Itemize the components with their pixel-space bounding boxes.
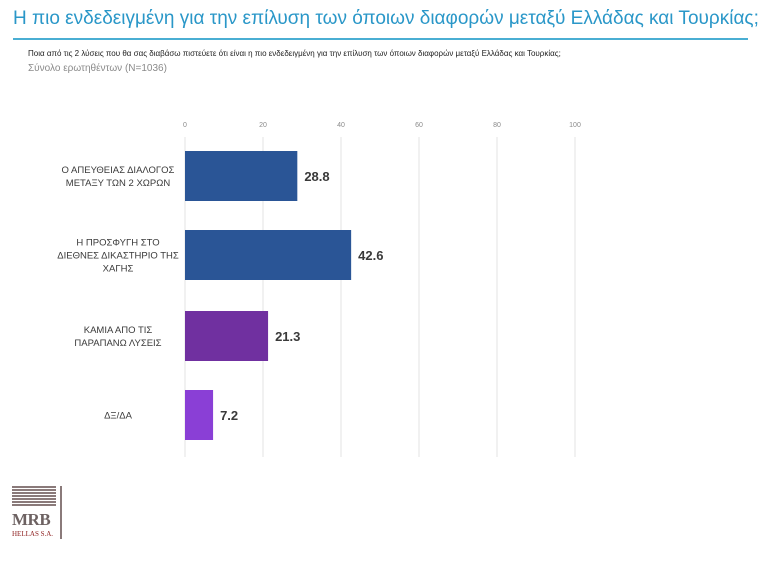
- category-label-line: ΠΑΡΑΠΑΝΩ ΛΥΣΕΙΣ: [74, 338, 161, 349]
- data-label: 7.2: [220, 408, 238, 423]
- x-tick-label: 20: [259, 122, 267, 129]
- category-label: Η ΠΡΟΣΦΥΓΗ ΣΤΟ ΔΙΕΘΝΕΣ ΔΙΚΑΣΤΗΡΙΟ ΤΗΣ ΧΑΓΗ…: [57, 238, 179, 275]
- category-label-line: Ο ΑΠΕΥΘΕΙΑΣ ΔΙΑΛΟΓΟΣ: [62, 165, 175, 176]
- data-label: 28.8: [304, 169, 329, 184]
- logo-divider: [60, 486, 62, 539]
- logo-wordmark: MRB: [12, 510, 51, 529]
- category-label-line: ΔΞ/ΔΑ: [104, 411, 133, 422]
- category-label: ΔΞ/ΔΑ: [104, 411, 133, 422]
- logo-tagline: HELLAS S.A.: [12, 530, 54, 538]
- logo-stripes: [12, 486, 56, 512]
- bar: [185, 311, 269, 361]
- data-label: 21.3: [275, 329, 300, 344]
- x-tick-label: 80: [493, 122, 501, 129]
- category-label: Ο ΑΠΕΥΘΕΙΑΣ ΔΙΑΛΟΓΟΣ ΜΕΤΑΞΥ ΤΩΝ 2 ΧΩΡΩΝ: [62, 165, 175, 189]
- question-text: Ποια από τις 2 λύσεις που θα σας διαβάσω…: [28, 49, 561, 58]
- category-label: ΚΑΜΙΑ ΑΠΟ ΤΙΣ ΠΑΡΑΠΑΝΩ ΛΥΣΕΙΣ: [74, 325, 161, 349]
- category-label-line: ΚΑΜΙΑ ΑΠΟ ΤΙΣ: [84, 325, 153, 336]
- bar: [185, 151, 298, 201]
- title-underline: [13, 38, 748, 40]
- x-tick-label: 100: [569, 122, 581, 129]
- x-tick-label: 0: [183, 122, 187, 129]
- bar: [185, 230, 352, 280]
- category-label-line: ΔΙΕΘΝΕΣ ΔΙΚΑΣΤΗΡΙΟ ΤΗΣ: [57, 251, 179, 262]
- sample-base: Σύνολο ερωτηθέντων (N=1036): [28, 63, 167, 74]
- mrb-logo: MRB HELLAS S.A.: [12, 486, 68, 540]
- category-label-line: ΜΕΤΑΞΥ ΤΩΝ 2 ΧΩΡΩΝ: [66, 178, 171, 189]
- x-tick-label: 40: [337, 122, 345, 129]
- chart-title: Η πιο ενδεδειγμένη για την επίλυση των ό…: [13, 8, 759, 29]
- x-tick-label: 60: [415, 122, 423, 129]
- category-label-line: ΧΑΓΗΣ: [103, 264, 134, 275]
- bar: [185, 390, 214, 440]
- data-label: 42.6: [358, 248, 383, 263]
- category-label-line: Η ΠΡΟΣΦΥΓΗ ΣΤΟ: [76, 238, 159, 249]
